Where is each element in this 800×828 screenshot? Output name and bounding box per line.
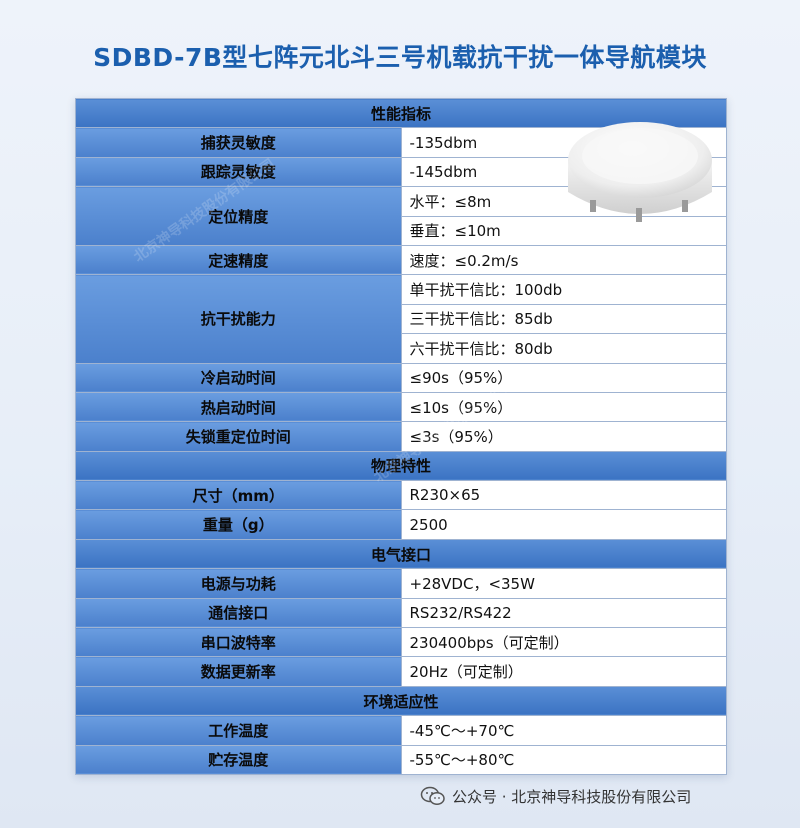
- row-label: 抗干扰能力: [75, 274, 402, 364]
- row-value: 六干扰干信比：80db: [400, 333, 727, 364]
- row-label: 贮存温度: [75, 744, 402, 775]
- section-header-environment: 环境适应性: [75, 685, 727, 717]
- row-value: 230400bps（可定制）: [400, 627, 727, 658]
- row-value: ≤3s（95%）: [400, 421, 727, 452]
- table-row: 通信接口 RS232/RS422: [75, 597, 727, 629]
- row-label: 尺寸（mm）: [75, 480, 402, 511]
- page-title: SDBD-7B型七阵元北斗三号机载抗干扰一体导航模块: [93, 43, 707, 72]
- antenna-product-image: [568, 122, 712, 222]
- row-label: 通信接口: [75, 597, 402, 629]
- table-row: 串口波特率 230400bps（可定制）: [75, 627, 727, 658]
- section-title: 电气接口: [75, 538, 727, 570]
- row-label: 工作温度: [75, 715, 402, 746]
- table-row: 重量（g） 2500: [75, 509, 727, 540]
- section-title: 性能指标: [75, 97, 727, 129]
- table-row: 热启动时间 ≤10s（95%）: [75, 391, 727, 423]
- row-label: 定位精度: [75, 186, 402, 246]
- row-value: 20Hz（可定制）: [400, 656, 727, 687]
- row-value: 速度：≤0.2m/s: [400, 244, 727, 276]
- section-header-electrical: 电气接口: [75, 538, 727, 570]
- table-row: 失锁重定位时间 ≤3s（95%）: [75, 421, 727, 452]
- section-header-performance: 性能指标: [75, 97, 727, 129]
- row-value: 垂直：≤10m: [400, 215, 727, 246]
- table-row: 垂直：≤10m: [76, 215, 727, 246]
- table-row: 三干扰干信比：85db: [76, 303, 727, 335]
- row-value: 单干扰干信比：100db: [400, 274, 727, 305]
- footer: 公众号 · 北京神导科技股份有限公司: [420, 784, 780, 808]
- table-row: 冷启动时间 ≤90s（95%）: [75, 362, 727, 393]
- section-header-physical: 物理特性: [75, 450, 727, 482]
- row-label: 电源与功耗: [75, 568, 402, 599]
- row-label: 捕获灵敏度: [75, 127, 402, 158]
- table-row: 工作温度 -45℃～+70℃: [75, 715, 727, 746]
- section-title: 物理特性: [75, 450, 727, 482]
- row-value: ≤10s（95%）: [400, 391, 727, 423]
- row-label: 热启动时间: [75, 391, 402, 423]
- footer-text: 公众号 · 北京神导科技股份有限公司: [452, 787, 692, 806]
- table-row: 数据更新率 20Hz（可定制）: [75, 656, 727, 687]
- row-value: ≤90s（95%）: [400, 362, 727, 393]
- row-value: 2500: [400, 509, 727, 540]
- row-value: R230×65: [400, 480, 727, 511]
- row-label: 重量（g）: [75, 509, 402, 540]
- wechat-icon: [420, 786, 445, 806]
- row-label: 失锁重定位时间: [75, 421, 402, 452]
- row-label: 数据更新率: [75, 656, 402, 687]
- row-value: -55℃～+80℃: [400, 744, 727, 775]
- table-row: 定速精度 速度：≤0.2m/s: [75, 244, 727, 276]
- row-value: RS232/RS422: [400, 597, 727, 629]
- table-row: 尺寸（mm） R230×65: [75, 480, 727, 511]
- table-row: 电源与功耗 +28VDC，<35W: [75, 568, 727, 599]
- table-row: 贮存温度 -55℃～+80℃: [75, 744, 727, 775]
- section-title: 环境适应性: [75, 685, 727, 717]
- table-row: 六干扰干信比：80db: [76, 333, 727, 364]
- row-value: +28VDC，<35W: [400, 568, 727, 599]
- row-label: 串口波特率: [75, 627, 402, 658]
- row-value: 三干扰干信比：85db: [400, 303, 727, 335]
- row-label: 跟踪灵敏度: [75, 156, 402, 188]
- spec-table: 性能指标 捕获灵敏度 -135dbm 跟踪灵敏度 -145dbm 定位精度 水平…: [75, 97, 727, 775]
- row-label: 定速精度: [75, 244, 402, 276]
- table-row: 抗干扰能力 单干扰干信比：100db: [75, 274, 727, 364]
- row-value: -45℃～+70℃: [400, 715, 727, 746]
- row-label: 冷启动时间: [75, 362, 402, 393]
